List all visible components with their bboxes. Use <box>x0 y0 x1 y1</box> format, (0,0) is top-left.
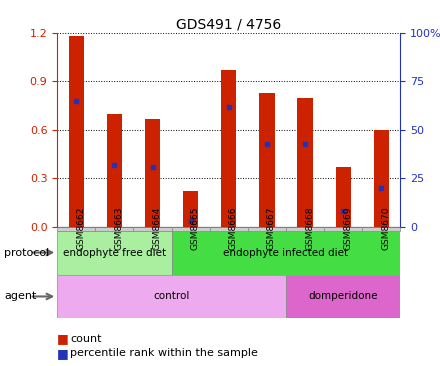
Bar <box>374 130 389 227</box>
Text: ■: ■ <box>57 332 69 345</box>
Bar <box>57 274 286 318</box>
Text: GSM8663: GSM8663 <box>114 207 123 250</box>
Text: GSM8662: GSM8662 <box>76 207 85 250</box>
Bar <box>221 70 236 227</box>
Title: GDS491 / 4756: GDS491 / 4756 <box>176 18 282 32</box>
Text: ■: ■ <box>57 347 69 360</box>
Text: GSM8669: GSM8669 <box>343 207 352 250</box>
Bar <box>336 167 351 227</box>
Text: protocol: protocol <box>4 247 50 258</box>
Text: GSM8670: GSM8670 <box>381 207 390 250</box>
Bar <box>259 93 275 227</box>
Text: GSM8664: GSM8664 <box>153 207 161 250</box>
Bar <box>297 98 313 227</box>
Text: domperidone: domperidone <box>308 291 378 302</box>
Text: agent: agent <box>4 291 37 302</box>
Bar <box>172 231 400 274</box>
Text: GSM8668: GSM8668 <box>305 207 314 250</box>
Bar <box>145 119 160 227</box>
Text: control: control <box>154 291 190 302</box>
Bar <box>69 36 84 227</box>
Text: endophyte infected diet: endophyte infected diet <box>224 247 348 258</box>
Bar <box>183 191 198 227</box>
Text: GSM8666: GSM8666 <box>229 207 238 250</box>
Text: GSM8665: GSM8665 <box>191 207 200 250</box>
Text: endophyte free diet: endophyte free diet <box>63 247 166 258</box>
Text: GSM8667: GSM8667 <box>267 207 276 250</box>
Bar <box>286 274 400 318</box>
Bar <box>107 114 122 227</box>
Text: percentile rank within the sample: percentile rank within the sample <box>70 348 258 358</box>
Bar <box>57 231 172 274</box>
Text: count: count <box>70 333 102 344</box>
